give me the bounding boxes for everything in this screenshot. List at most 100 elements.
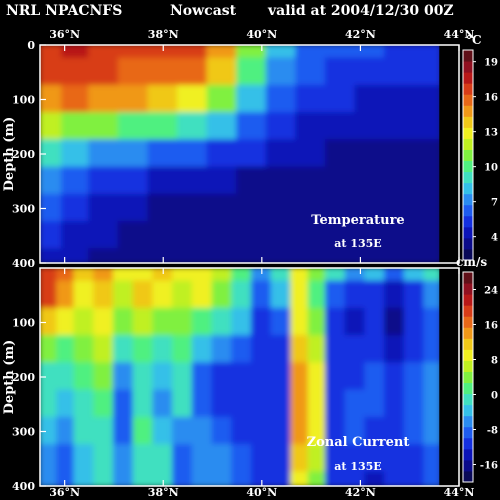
temperature-cell <box>295 112 327 142</box>
temperature-cell <box>236 84 268 115</box>
temperature-cell <box>265 139 298 169</box>
zonal-current-cell <box>403 307 426 338</box>
zonal-current-cell <box>423 335 441 365</box>
zonal-current-cell <box>56 362 76 392</box>
temperature-cell <box>88 166 120 196</box>
x-tick-label: 38°N <box>148 486 179 499</box>
colorbar-swatch <box>463 272 473 284</box>
temperature-cell <box>117 193 150 224</box>
colorbar-tick-label: 7 <box>491 198 498 209</box>
zonal-current-cell <box>132 280 155 310</box>
zonal-current-cell <box>384 389 406 419</box>
zonal-current-cell <box>211 307 234 338</box>
temperature-cell <box>206 166 239 196</box>
zonal-current-subtitle: at 135E <box>334 460 381 473</box>
temperature-cell <box>88 139 120 169</box>
temperature-cell <box>384 221 416 251</box>
temperature-cell <box>295 57 327 87</box>
y-tick-label: 100 <box>12 94 35 107</box>
mode-title: Nowcast <box>170 3 237 19</box>
temperature-cell <box>147 139 180 169</box>
temperature-cell <box>384 139 416 169</box>
zonal-current-cell <box>403 280 426 310</box>
temperature-cell <box>147 166 180 196</box>
zonal-current-cell <box>93 335 115 365</box>
zonal-current-cell <box>73 416 96 447</box>
colorbar-swatch <box>463 171 473 184</box>
temperature-y-ticks: 0 100 200 300 400 <box>12 39 46 270</box>
zonal-current-cell <box>231 444 253 474</box>
zonal-current-cell <box>384 268 406 283</box>
temperature-cell <box>177 221 209 251</box>
zonal-current-cell <box>152 444 175 474</box>
temperature-cell <box>236 248 268 263</box>
temperature-cell <box>413 112 441 142</box>
temperature-cell <box>384 112 416 142</box>
colorbar-swatch <box>463 193 473 206</box>
zonal-current-cell <box>172 389 194 419</box>
zonal-current-cell <box>324 307 347 338</box>
temperature-cell <box>206 45 239 60</box>
temperature-cell <box>354 84 387 115</box>
land-mask <box>439 268 459 486</box>
zonal-current-cell <box>172 307 194 338</box>
temperature-cell <box>147 248 180 263</box>
zonal-current-cell <box>152 362 175 392</box>
temperature-cell <box>236 193 268 224</box>
zonal-current-cell <box>423 307 441 338</box>
temperature-cell <box>413 57 441 87</box>
zonal-current-cell <box>270 416 293 447</box>
temperature-cells <box>40 45 459 263</box>
land-mask <box>439 45 459 263</box>
temperature-title: Temperature <box>311 213 404 228</box>
temperature-cell <box>88 112 120 142</box>
zonal-current-cell <box>73 307 96 338</box>
zonal-current-cell <box>423 444 441 474</box>
zonal-current-cell <box>93 416 115 447</box>
temperature-cell <box>88 84 120 115</box>
colorbar-tick-label: 19 <box>484 58 498 69</box>
temperature-cell <box>384 166 416 196</box>
zonal-current-cell <box>172 471 194 486</box>
zonal-current-cell <box>290 307 310 338</box>
colorbar-swatch <box>463 94 473 106</box>
zonal-current-cell <box>40 335 59 365</box>
zonal-current-cell <box>40 471 59 486</box>
zonal-current-cell <box>231 362 253 392</box>
zonal-current-cell <box>56 471 76 486</box>
zonal-current-cell <box>403 389 426 419</box>
colorbar-swatch <box>463 294 473 306</box>
temperature-cell <box>40 84 64 115</box>
colorbar-swatch <box>463 127 473 139</box>
y-tick-label: 200 <box>12 148 35 161</box>
zonal-current-cell <box>231 307 253 338</box>
zonal-current-cell <box>403 416 426 447</box>
zonal-current-cell <box>364 444 387 474</box>
temperature-cell <box>117 45 150 60</box>
zonal-current-cell <box>93 471 115 486</box>
temperature-cell <box>413 166 441 196</box>
temperature-cell <box>295 84 327 115</box>
x-tick-label: 40°N <box>246 486 277 499</box>
y-tick-label: 300 <box>12 426 35 439</box>
temperature-cell <box>147 221 180 251</box>
zonal-current-cell <box>40 280 59 310</box>
zonal-current-cell <box>384 307 406 338</box>
zonal-current-cell <box>364 471 387 486</box>
temperature-cell <box>354 221 387 251</box>
temperature-cell <box>265 84 298 115</box>
temperature-cell <box>147 193 180 224</box>
zonal-current-cell <box>344 335 367 365</box>
colorbar-swatch <box>463 316 473 328</box>
temperature-cell <box>295 221 327 251</box>
zonal-current-cell <box>132 444 155 474</box>
zonal-current-cell <box>364 362 387 392</box>
zonal-current-cell <box>40 268 59 283</box>
temperature-cell <box>354 57 387 87</box>
zonal-current-cell <box>344 307 367 338</box>
temperature-cell <box>61 57 91 87</box>
temperature-cell <box>236 57 268 87</box>
zonal-current-cell <box>250 280 273 310</box>
zonal-current-cell <box>73 444 96 474</box>
temperature-cell <box>40 57 64 87</box>
